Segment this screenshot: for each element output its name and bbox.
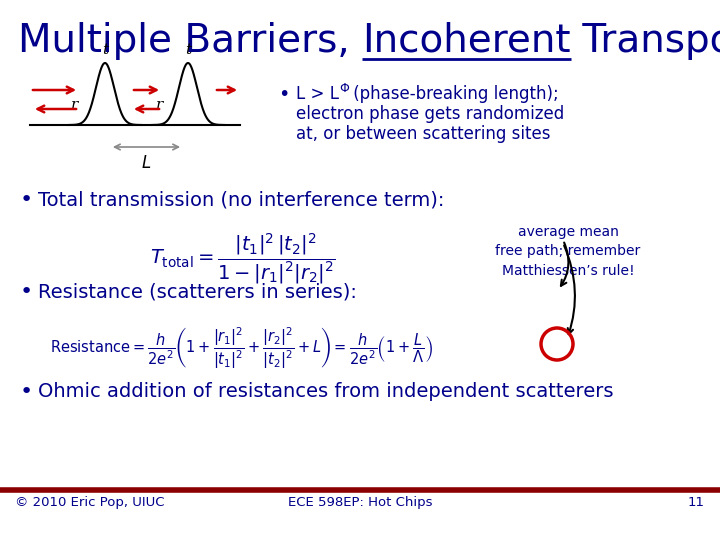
Text: (phase-breaking length);: (phase-breaking length);: [348, 85, 559, 103]
Text: L > L: L > L: [296, 85, 339, 103]
Text: •: •: [20, 190, 33, 210]
Text: •: •: [20, 382, 33, 402]
Text: at, or between scattering sites: at, or between scattering sites: [296, 125, 551, 143]
Text: Total transmission (no interference term):: Total transmission (no interference term…: [38, 190, 444, 209]
Text: $L$: $L$: [141, 155, 152, 172]
Text: Incoherent: Incoherent: [362, 22, 570, 60]
Text: Ohmic addition of resistances from independent scatterers: Ohmic addition of resistances from indep…: [38, 382, 613, 401]
Text: •: •: [278, 85, 289, 104]
Text: t: t: [185, 43, 191, 57]
Text: electron phase gets randomized: electron phase gets randomized: [296, 105, 564, 123]
Text: t: t: [102, 43, 108, 57]
Text: 11: 11: [688, 496, 705, 509]
Text: average mean
free path; remember
Matthiessen’s rule!: average mean free path; remember Matthie…: [495, 225, 641, 278]
Text: Multiple Barriers,: Multiple Barriers,: [18, 22, 362, 60]
Text: Resistance (scatterers in series):: Resistance (scatterers in series):: [38, 282, 357, 301]
Text: r: r: [71, 98, 78, 112]
Text: ECE 598EP: Hot Chips: ECE 598EP: Hot Chips: [288, 496, 432, 509]
Text: Transport: Transport: [570, 22, 720, 60]
Text: Φ: Φ: [339, 82, 349, 95]
Text: r: r: [156, 98, 163, 112]
Text: •: •: [20, 282, 33, 302]
Text: $\mathrm{Resistance} = \dfrac{h}{2e^2}\left(1 + \dfrac{|r_1|^2}{|t_1|^2} + \dfra: $\mathrm{Resistance} = \dfrac{h}{2e^2}\l…: [50, 325, 433, 371]
Text: © 2010 Eric Pop, UIUC: © 2010 Eric Pop, UIUC: [15, 496, 164, 509]
Text: $T_{\mathrm{total}} = \dfrac{|t_1|^2\,|t_2|^2}{1 - |r_1|^2|r_2|^2}$: $T_{\mathrm{total}} = \dfrac{|t_1|^2\,|t…: [150, 232, 336, 287]
